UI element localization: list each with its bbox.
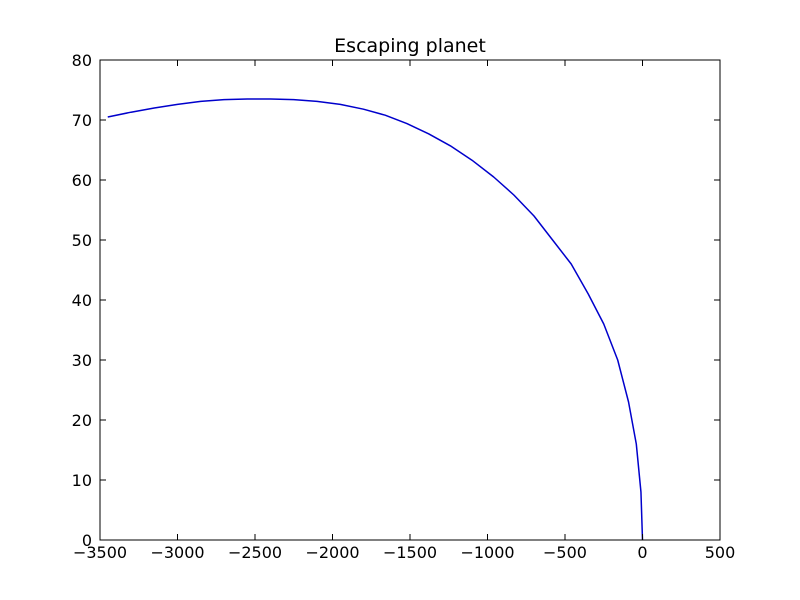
x-tick-label: −2000 — [305, 543, 359, 562]
y-tick-label: 30 — [72, 351, 92, 370]
x-tick-label: −500 — [543, 543, 587, 562]
x-tick-label: 500 — [705, 543, 736, 562]
x-tick-label: −3000 — [150, 543, 204, 562]
y-tick-label: 50 — [72, 231, 92, 250]
plot-area: −3500 −3000 −2500 −2000 −1500 −1000 −500 0 500 0 1… — [72, 51, 736, 562]
x-tick-label: 0 — [637, 543, 647, 562]
x-tick-label: −3500 — [73, 543, 127, 562]
chart-title: Escaping planet — [334, 35, 486, 57]
y-tick-label: 0 — [82, 531, 92, 550]
y-tick-label: 40 — [72, 291, 92, 310]
y-tick-label: 60 — [72, 171, 92, 190]
plot-background — [100, 60, 720, 540]
axes-frame — [99, 59, 721, 541]
y-tick-label: 70 — [72, 111, 92, 130]
series-line-0 — [107, 98, 644, 541]
x-tick-label: −1000 — [460, 543, 514, 562]
x-tick-label: −1500 — [383, 543, 437, 562]
y-tick-label: 10 — [72, 471, 92, 490]
x-tick-label: −2500 — [228, 543, 282, 562]
y-tick-label: 80 — [72, 51, 92, 70]
y-tick-label: 20 — [72, 411, 92, 430]
